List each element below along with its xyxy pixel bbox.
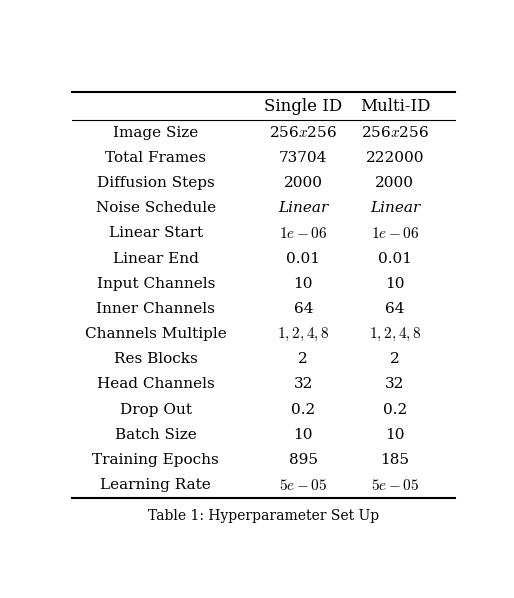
Text: 0.01: 0.01	[378, 252, 412, 266]
Text: Table 1: Hyperparameter Set Up: Table 1: Hyperparameter Set Up	[148, 509, 379, 523]
Text: Total Frames: Total Frames	[105, 151, 206, 165]
Text: $1e-06$: $1e-06$	[371, 226, 419, 241]
Text: Diffusion Steps: Diffusion Steps	[97, 176, 215, 190]
Text: Multi-ID: Multi-ID	[360, 98, 430, 115]
Text: 2: 2	[299, 352, 308, 366]
Text: Inner Channels: Inner Channels	[97, 302, 215, 316]
Text: Image Size: Image Size	[113, 126, 198, 140]
Text: 32: 32	[293, 377, 313, 392]
Text: $1, 2, 4, 8$: $1, 2, 4, 8$	[369, 325, 421, 343]
Text: Linear Start: Linear Start	[109, 227, 203, 240]
Text: 0.2: 0.2	[383, 402, 407, 417]
Text: 185: 185	[380, 453, 409, 467]
Text: 32: 32	[385, 377, 405, 392]
Text: Channels Multiple: Channels Multiple	[85, 327, 227, 341]
Text: 895: 895	[289, 453, 318, 467]
Text: 10: 10	[293, 277, 313, 291]
Text: Linear End: Linear End	[113, 252, 199, 266]
Text: Learning Rate: Learning Rate	[101, 478, 211, 492]
Text: 64: 64	[385, 302, 405, 316]
Text: Linear: Linear	[278, 201, 328, 215]
Text: 256$\mathit{x}$256: 256$\mathit{x}$256	[269, 125, 337, 140]
Text: 10: 10	[385, 428, 405, 442]
Text: 256$\mathit{x}$256: 256$\mathit{x}$256	[361, 125, 429, 140]
Text: 2000: 2000	[284, 176, 323, 190]
Text: $5e-05$: $5e-05$	[371, 478, 419, 493]
Text: $1, 2, 4, 8$: $1, 2, 4, 8$	[277, 325, 329, 343]
Text: Head Channels: Head Channels	[97, 377, 215, 392]
Text: Training Epochs: Training Epochs	[93, 453, 219, 467]
Text: Noise Schedule: Noise Schedule	[96, 201, 216, 215]
Text: 222000: 222000	[365, 151, 424, 165]
Text: $5e-05$: $5e-05$	[279, 478, 327, 493]
Text: 10: 10	[385, 277, 405, 291]
Text: Input Channels: Input Channels	[97, 277, 215, 291]
Text: 2000: 2000	[375, 176, 414, 190]
Text: 64: 64	[293, 302, 313, 316]
Text: Linear: Linear	[370, 201, 420, 215]
Text: Drop Out: Drop Out	[120, 402, 192, 417]
Text: Batch Size: Batch Size	[115, 428, 197, 442]
Text: 73704: 73704	[279, 151, 327, 165]
Text: 10: 10	[293, 428, 313, 442]
Text: $1e-06$: $1e-06$	[279, 226, 327, 241]
Text: 0.01: 0.01	[286, 252, 320, 266]
Text: 2: 2	[390, 352, 400, 366]
Text: Res Blocks: Res Blocks	[114, 352, 198, 366]
Text: 0.2: 0.2	[291, 402, 316, 417]
Text: Single ID: Single ID	[264, 98, 342, 115]
